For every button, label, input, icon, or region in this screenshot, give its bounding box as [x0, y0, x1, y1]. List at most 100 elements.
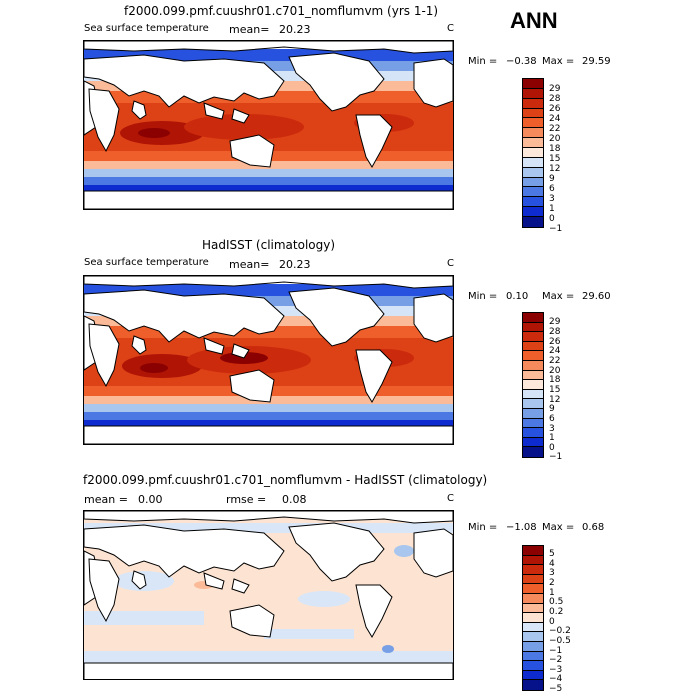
panel1-tick: 0 [549, 214, 555, 224]
panel2-min-value: 0.10 [506, 291, 529, 302]
colorbar-swatch [523, 670, 543, 681]
panel1-tick: 28 [549, 94, 561, 104]
panel2-tick: 26 [549, 337, 561, 347]
panel2-tick: 24 [549, 346, 561, 356]
colorbar-swatch [523, 408, 543, 419]
panel1-map [83, 40, 454, 210]
colorbar-swatch [523, 418, 543, 429]
panel1-tick: −1 [549, 224, 563, 234]
panel3-tick: 3 [549, 568, 555, 578]
colorbar-swatch [523, 177, 543, 188]
panel1-max-label: Max = [542, 56, 575, 67]
colorbar-swatch [523, 341, 543, 352]
colorbar-swatch [523, 622, 543, 633]
panel1-tick: 29 [549, 84, 561, 94]
panel1-mean-value: 20.23 [279, 23, 311, 36]
colorbar-swatch [523, 88, 543, 99]
panel3-tick: −0.5 [549, 636, 571, 646]
panel1-tick: 12 [549, 164, 561, 174]
colorbar-swatch [523, 138, 543, 149]
panel1-units: C [447, 23, 454, 34]
panel1-tick: 3 [549, 194, 555, 204]
colorbar-swatch [523, 128, 543, 139]
panel1-max-value: 29.59 [582, 56, 611, 67]
panel3-max-label: Max = [542, 522, 575, 533]
colorbar-swatch [523, 437, 543, 448]
colorbar-swatch [523, 447, 543, 457]
colorbar-swatch [523, 187, 543, 198]
panel1-mean-label: mean= [229, 23, 270, 36]
panel3-rmse-label: rmse = [226, 493, 267, 506]
panel2-tick: 6 [549, 414, 555, 424]
colorbar-swatch [523, 546, 543, 556]
colorbar-swatch [523, 370, 543, 381]
panel2-tick: 29 [549, 317, 561, 327]
panel3-tick: −1 [549, 646, 563, 656]
panel1-tick: 22 [549, 124, 561, 134]
colorbar-swatch [523, 217, 543, 227]
panel3-tick: 0.2 [549, 607, 564, 617]
panel3-units: C [447, 493, 454, 504]
colorbar-swatch [523, 603, 543, 614]
panel2-tick: −1 [549, 452, 563, 462]
panel3-tick: 2 [549, 578, 555, 588]
colorbar-swatch [523, 207, 543, 218]
panel2-tick: 20 [549, 366, 561, 376]
season-label: ANN [510, 8, 558, 33]
colorbar-swatch [523, 148, 543, 158]
colorbar-swatch [523, 108, 543, 119]
panel3-mean-label: mean = [84, 493, 128, 506]
colorbar-swatch [523, 565, 543, 575]
panel2-tick: 15 [549, 385, 561, 395]
panel2-tick: 22 [549, 356, 561, 366]
colorbar-swatch [523, 632, 543, 642]
panel3-min-value: −1.08 [506, 522, 537, 533]
panel1-tick: 1 [549, 204, 555, 214]
panel3-tick: −4 [549, 674, 563, 684]
colorbar-swatch [523, 389, 543, 400]
colorbar-swatch [523, 79, 543, 89]
panel3-mean-value: 0.00 [138, 493, 163, 506]
panel1-tick: 6 [549, 184, 555, 194]
panel1-tick: 20 [549, 134, 561, 144]
colorbar-swatch [523, 351, 543, 361]
colorbar-swatch [523, 593, 543, 604]
panel3-min-label: Min = [468, 522, 498, 533]
panel2-min-label: Min = [468, 291, 498, 302]
panel1-tick: 18 [549, 144, 561, 154]
colorbar-swatch [523, 584, 543, 594]
panel1-colorbar [522, 78, 544, 228]
colorbar-swatch [523, 157, 543, 168]
panel2-tick: 18 [549, 375, 561, 385]
panel2-units: C [447, 258, 454, 269]
colorbar-swatch [523, 613, 543, 623]
colorbar-swatch [523, 380, 543, 390]
panel1-tick: 9 [549, 174, 555, 184]
panel3-title: f2000.099.pmf.cuushr01.c701_nomflumvm - … [83, 473, 488, 487]
panel1-variable: Sea surface temperature [84, 23, 209, 34]
panel2-mean-label: mean= [229, 258, 270, 271]
panel3-tick: 4 [549, 559, 555, 569]
panel3-tick: 5 [549, 549, 555, 559]
panel3-colorbar [522, 545, 544, 691]
panel3-tick: −3 [549, 665, 563, 675]
panel3-tick: −2 [549, 655, 563, 665]
panel3-tick: 1 [549, 588, 555, 598]
panel1-min-label: Min = [468, 56, 498, 67]
colorbar-swatch [523, 197, 543, 208]
panel2-tick: 28 [549, 327, 561, 337]
colorbar-swatch [523, 118, 543, 129]
panel3-rmse-value: 0.08 [282, 493, 307, 506]
panel3-tick: −5 [549, 684, 563, 694]
panel1-title: f2000.099.pmf.cuushr01.c701_nomflumvm (y… [124, 4, 439, 18]
panel1-tick: 26 [549, 104, 561, 114]
colorbar-swatch [523, 680, 543, 690]
panel1-tick: 24 [549, 114, 561, 124]
panel2-title: HadISST (climatology) [202, 238, 336, 252]
colorbar-swatch [523, 641, 543, 652]
colorbar-swatch [523, 428, 543, 438]
panel1-min-value: −0.38 [506, 56, 537, 67]
panel2-tick: 3 [549, 424, 555, 434]
panel3-tick: 0.5 [549, 597, 564, 607]
panel2-colorbar [522, 312, 544, 458]
